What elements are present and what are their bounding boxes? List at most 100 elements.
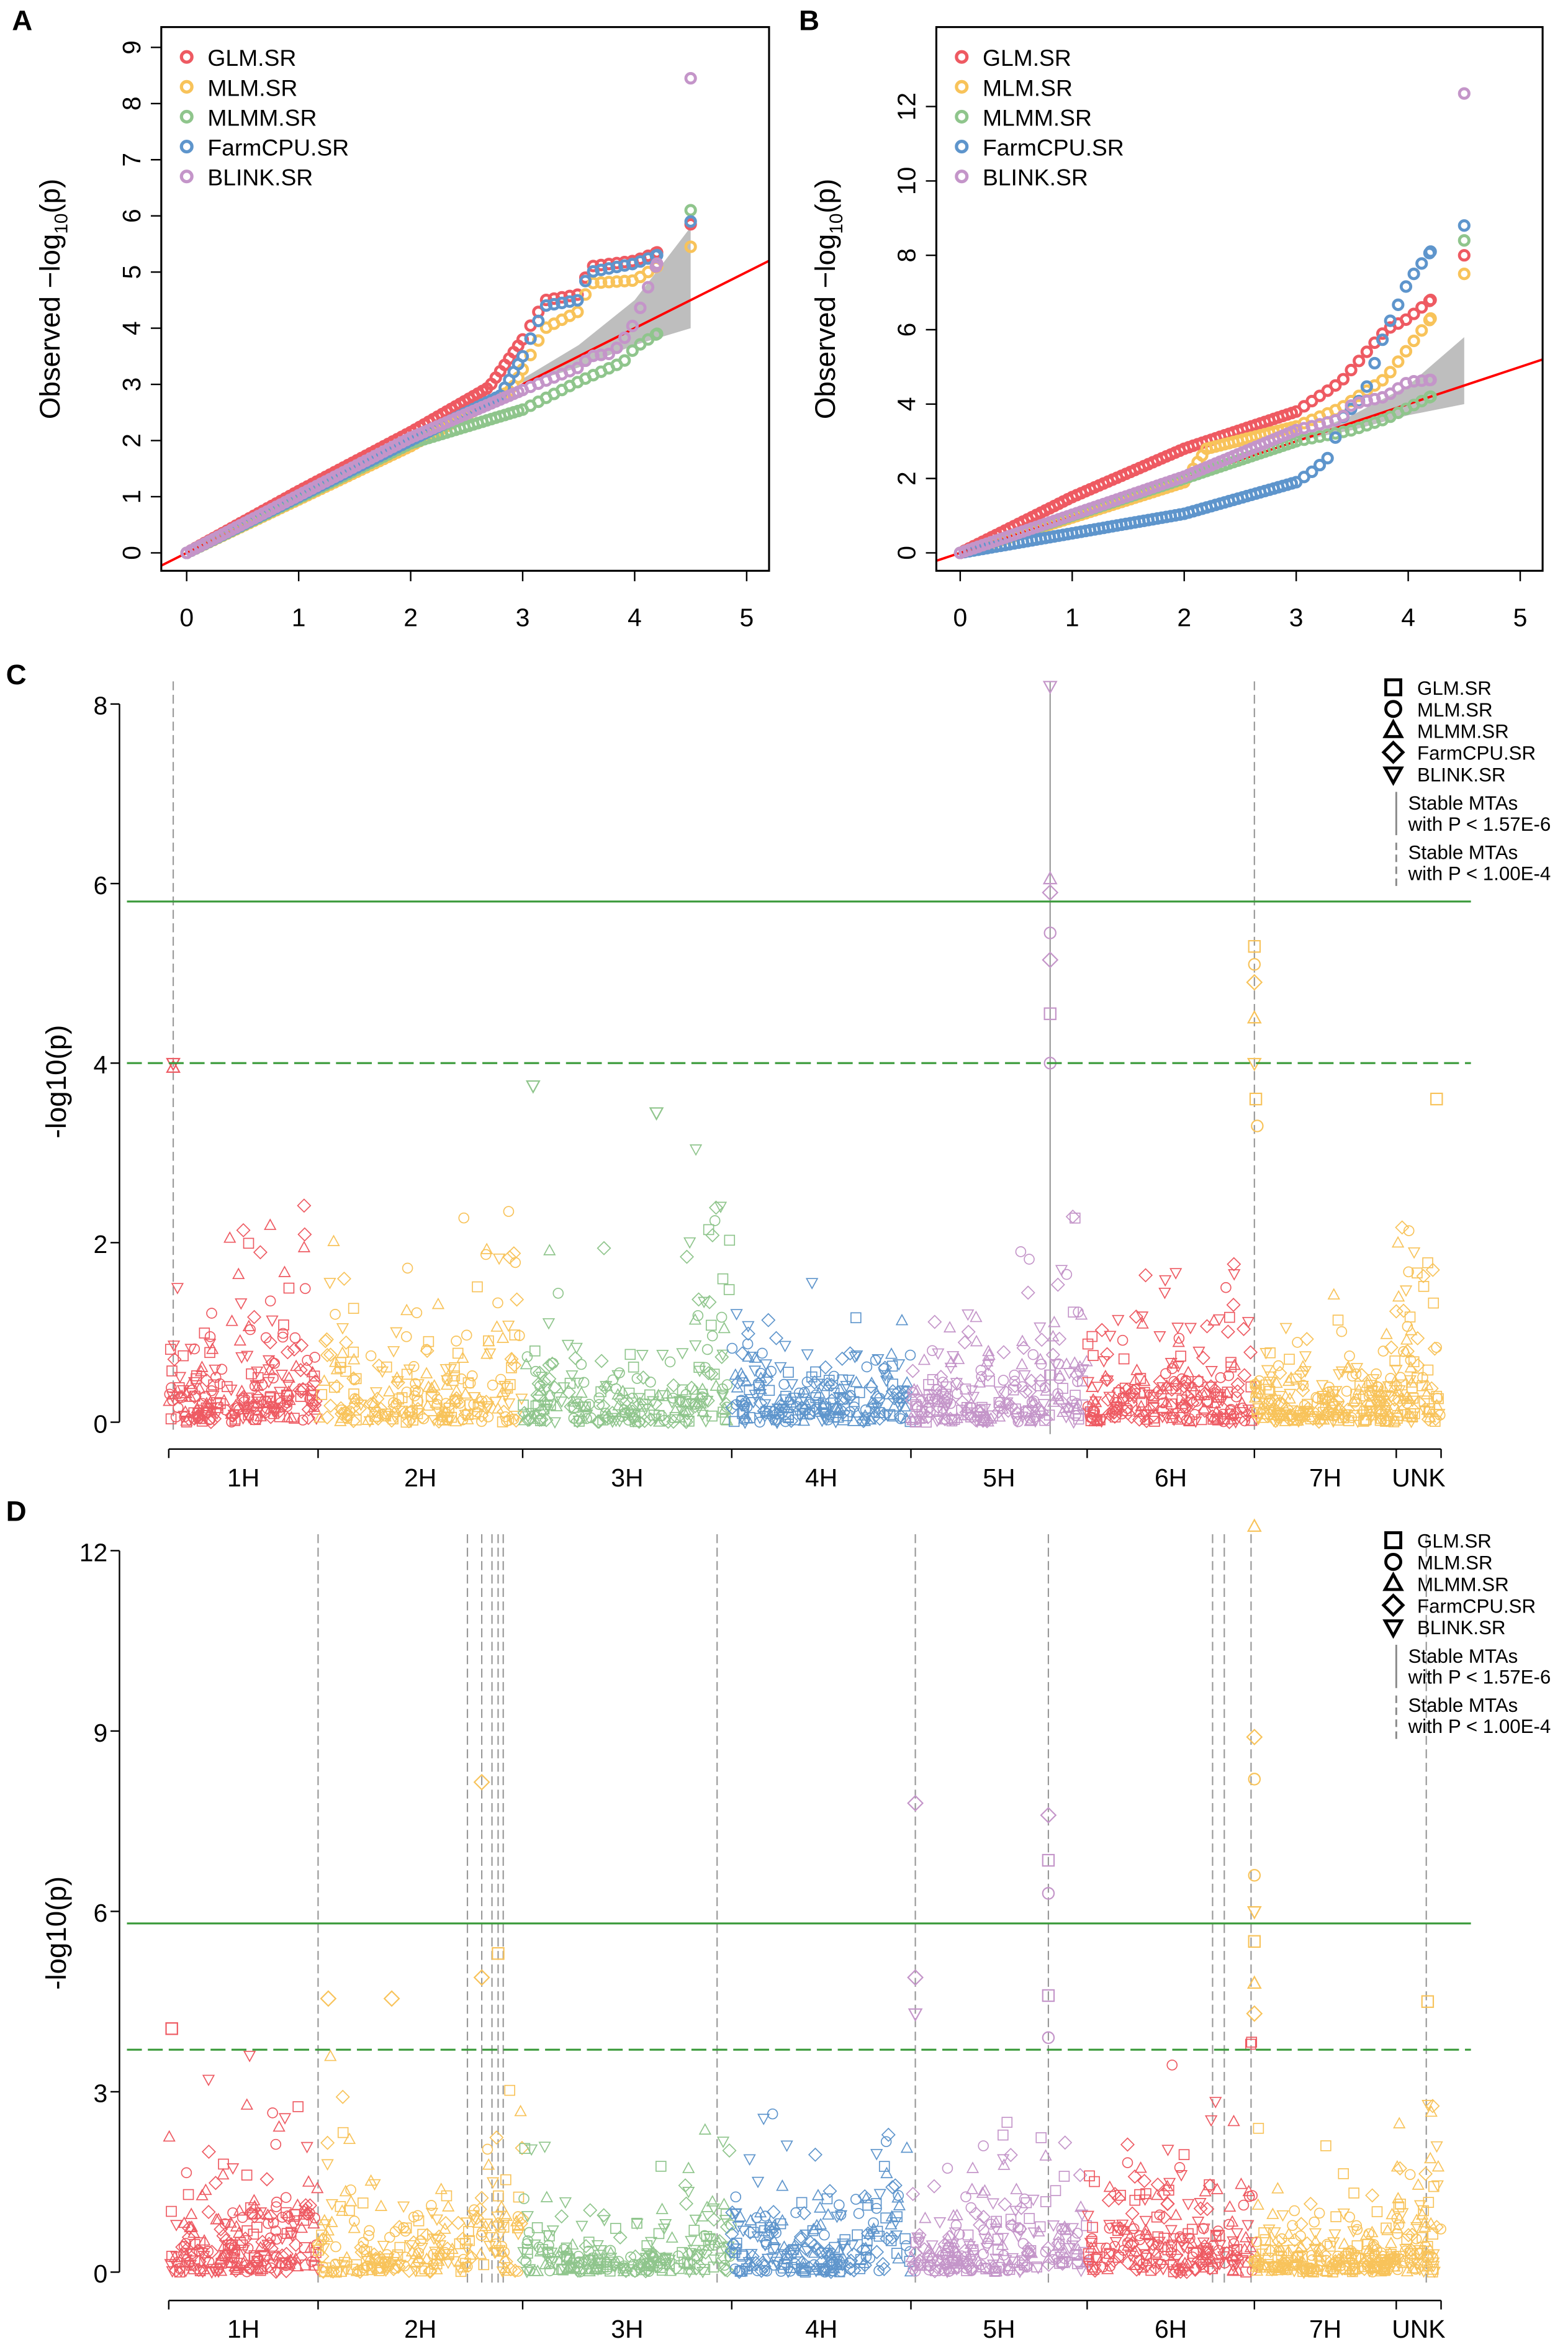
snp-point	[1165, 2247, 1177, 2258]
snp-point	[1166, 1363, 1178, 1375]
snp-point	[1405, 1376, 1418, 1388]
snp-point	[421, 1399, 435, 1411]
snp-point	[656, 1350, 669, 1362]
snp-point	[1228, 2238, 1240, 2250]
snp-point	[1088, 1414, 1101, 1427]
snp-point	[1180, 1403, 1191, 1414]
snp-point	[595, 1386, 606, 1398]
snp-point	[632, 2260, 647, 2275]
snp-point	[451, 2215, 466, 2230]
snp-point	[480, 1347, 493, 1359]
snp-point	[1384, 2264, 1397, 2276]
y-tick-label: 6	[93, 1899, 107, 1927]
snp-point	[1251, 2198, 1264, 2210]
snp-point	[1185, 1387, 1197, 1399]
snp-point	[821, 2193, 833, 2205]
snp-point	[178, 1350, 189, 1362]
snp-point	[747, 2227, 759, 2238]
snp-point	[353, 1401, 367, 1416]
qq-point	[1407, 307, 1420, 320]
x-tick-label: 5	[1513, 603, 1528, 631]
qq-point	[1376, 327, 1389, 340]
snp-point	[1168, 2233, 1181, 2245]
qq-point	[1424, 373, 1437, 386]
snp-point	[173, 1372, 187, 1384]
snp-point	[297, 1227, 312, 1242]
snp-point	[965, 2182, 979, 2194]
snp-point	[1362, 2238, 1374, 2250]
snp-point	[167, 1395, 178, 1406]
snp-point	[1101, 1375, 1114, 1387]
snp-point	[1343, 2263, 1356, 2276]
snp-point	[950, 1378, 963, 1390]
snp-point	[818, 1403, 830, 1414]
snp-point	[872, 1354, 885, 1366]
snp-point	[425, 1382, 438, 1393]
snp-point	[870, 2245, 885, 2259]
snp-point	[833, 1403, 846, 1415]
snp-point	[264, 2241, 279, 2256]
snp-point	[232, 2226, 246, 2238]
snp-point	[675, 1406, 688, 1418]
snp-point	[200, 1396, 214, 1409]
snp-point	[540, 2191, 553, 2202]
qq-series-blink-sr	[953, 87, 1471, 559]
snp-point	[678, 1414, 693, 1429]
panel-label-d: D	[6, 1495, 27, 1527]
snp-point	[500, 2174, 511, 2186]
qq-point	[1415, 257, 1428, 270]
snp-point	[410, 1385, 421, 1396]
snp-point	[653, 2228, 665, 2240]
snp-point	[1084, 2241, 1097, 2253]
snp-point	[860, 2192, 873, 2204]
snp-point	[832, 1391, 845, 1404]
snp-point	[676, 1348, 689, 1360]
snp-point	[1129, 1309, 1143, 1324]
significant-snp-point	[1246, 1906, 1262, 1920]
snp-point	[680, 1406, 695, 1421]
legend-label: BLINK.SR	[1417, 1617, 1505, 1639]
snp-point	[364, 2174, 377, 2186]
snp-point	[319, 1332, 334, 1347]
snp-point	[958, 1408, 971, 1421]
qq-point	[516, 333, 529, 346]
significant-snp-point	[1248, 1773, 1261, 1786]
snp-point	[736, 2249, 747, 2261]
snp-point	[1160, 1379, 1173, 1391]
snp-point	[1249, 2256, 1260, 2267]
snp-point	[643, 1412, 658, 1427]
snp-point	[218, 2158, 229, 2170]
chromosome-points-7h	[1247, 2123, 1402, 2279]
snp-point	[1034, 1322, 1047, 1334]
snp-point	[377, 2240, 390, 2253]
significant-snp-point	[1248, 1935, 1261, 1948]
panel-label-b: B	[799, 4, 819, 36]
snp-point	[516, 2253, 531, 2268]
snp-point	[1236, 2255, 1249, 2267]
snp-point	[269, 2264, 284, 2279]
snp-point	[1367, 1374, 1380, 1386]
snp-point	[726, 2237, 741, 2252]
snp-point	[1371, 2206, 1383, 2217]
snp-point	[537, 1374, 552, 1389]
snp-point	[645, 1377, 656, 1388]
snp-point	[321, 2159, 334, 2171]
legend-label: MLM.SR	[1417, 699, 1493, 721]
snp-point	[948, 2227, 962, 2239]
snp-point	[1381, 2222, 1392, 2234]
snp-point	[328, 1355, 342, 1367]
snp-point	[1169, 2248, 1184, 2263]
snp-point	[814, 2218, 827, 2230]
snp-point	[1170, 1383, 1182, 1395]
significant-snp-point	[1042, 1887, 1055, 1900]
snp-point	[1156, 2186, 1171, 2201]
snp-point	[537, 2244, 549, 2255]
snp-point	[554, 2209, 569, 2224]
snp-point	[1230, 2228, 1243, 2240]
snp-point	[274, 2257, 287, 2269]
snp-point	[487, 1380, 498, 1391]
snp-point	[749, 1390, 762, 1401]
snp-point	[363, 1397, 378, 1412]
snp-point	[696, 1388, 708, 1400]
snp-point	[973, 1376, 986, 1388]
